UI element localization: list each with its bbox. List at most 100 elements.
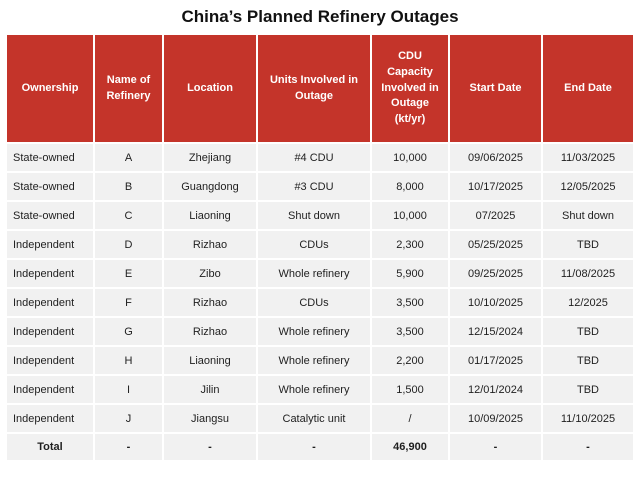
page-title: China’s Planned Refinery Outages [181,7,459,26]
table-cell: C [95,202,162,229]
table-cell: Rizhao [164,289,256,316]
table-row: Independent E Zibo Whole refinery 5,900 09/25… [7,260,633,287]
table-cell: Independent [7,260,93,287]
table-cell: 3,500 [372,318,448,345]
table-row: State-owned C Liaoning Shut down 10,000 07/20… [7,202,633,229]
table-cell: 09/25/2025 [450,260,541,287]
table-cell: 2,200 [372,347,448,374]
table-cell: Independent [7,376,93,403]
table-row: Independent F Rizhao CDUs 3,500 10/10/2025 12/… [7,289,633,316]
table-cell: State-owned [7,144,93,171]
table-total-cell: - [450,434,541,460]
column-header: Units Involved in Outage [258,35,370,142]
column-header: Start Date [450,35,541,142]
table-cell: CDUs [258,289,370,316]
column-header: End Date [543,35,633,142]
table-cell: 12/15/2024 [450,318,541,345]
table-cell: 11/10/2025 [543,405,633,432]
table-cell: CDUs [258,231,370,258]
refinery-outages-table: Ownership Name of Refinery Location Units I… [5,33,635,462]
table-total-row: Total - - -46,900- - [7,434,633,460]
table-total-cell: - [258,434,370,460]
table-row: Independent H Liaoning Whole refinery 2,200 0… [7,347,633,374]
table-cell: Independent [7,405,93,432]
table-cell: H [95,347,162,374]
table-cell: 09/06/2025 [450,144,541,171]
table-cell: Rizhao [164,231,256,258]
table-cell: Independent [7,318,93,345]
table-cell: Guangdong [164,173,256,200]
table-cell: 12/01/2024 [450,376,541,403]
table-cell: F [95,289,162,316]
table-cell: Jilin [164,376,256,403]
table-cell: Jiangsu [164,405,256,432]
table-row: Independent J Jiangsu Catalytic unit/10/09/… [7,405,633,432]
table-total-cell: 46,900 [372,434,448,460]
table-cell: D [95,231,162,258]
table-cell: 10/17/2025 [450,173,541,200]
table-row: Independent D Rizhao CDUs 2,300 05/25/2025 TBD [7,231,633,258]
table-cell: Shut down [543,202,633,229]
table-cell: I [95,376,162,403]
table-cell: State-owned [7,202,93,229]
table-cell: 12/2025 [543,289,633,316]
table-total-cell: - [95,434,162,460]
column-header: Ownership [7,35,93,142]
table-cell: B [95,173,162,200]
table-total-cell: - [543,434,633,460]
table-cell: TBD [543,376,633,403]
table-cell: A [95,144,162,171]
table-cell: Zhejiang [164,144,256,171]
table-cell: TBD [543,347,633,374]
column-header: CDU Capacity Involved in Outage (kt/yr) [372,35,448,142]
column-header: Name of Refinery [95,35,162,142]
table-cell: 10,000 [372,202,448,229]
table-cell: / [372,405,448,432]
table-cell: 11/08/2025 [543,260,633,287]
table-row: State-owned B Guangdong #3 CDU 8,000 10/17/20… [7,173,633,200]
table-cell: 10,000 [372,144,448,171]
table-cell: TBD [543,318,633,345]
table-total-cell: - [164,434,256,460]
table-cell: #4 CDU [258,144,370,171]
table-cell: Whole refinery [258,347,370,374]
table-cell: 1,500 [372,376,448,403]
table-cell: 8,000 [372,173,448,200]
table-cell: Catalytic unit [258,405,370,432]
table-cell: Independent [7,289,93,316]
table-cell: Shut down [258,202,370,229]
column-header: Location [164,35,256,142]
table-cell: Whole refinery [258,318,370,345]
table-cell: 05/25/2025 [450,231,541,258]
table-cell: 01/17/2025 [450,347,541,374]
table-cell: J [95,405,162,432]
table-cell: Liaoning [164,202,256,229]
table-cell: Independent [7,347,93,374]
table-cell: TBD [543,231,633,258]
table-cell: G [95,318,162,345]
table-cell: 10/09/2025 [450,405,541,432]
table-cell: E [95,260,162,287]
table-header-row: Ownership Name of Refinery Location Units I… [7,35,633,142]
table-row: State-owned A Zhejiang #4 CDU 10,000 09/06/20… [7,144,633,171]
table-row: Independent G Rizhao Whole refinery 3,500 12/… [7,318,633,345]
table-cell: Zibo [164,260,256,287]
table-cell: 2,300 [372,231,448,258]
table-cell: Whole refinery [258,260,370,287]
table-cell: Whole refinery [258,376,370,403]
table-total-cell: Total [7,434,93,460]
table-body: State-owned A Zhejiang #4 CDU 10,000 09/06/20… [7,144,633,460]
table-cell: 11/03/2025 [543,144,633,171]
table-cell: Liaoning [164,347,256,374]
table-cell: 5,900 [372,260,448,287]
table-cell: 07/2025 [450,202,541,229]
table-cell: 12/05/2025 [543,173,633,200]
table-cell: 3,500 [372,289,448,316]
table-cell: 10/10/2025 [450,289,541,316]
table-cell: State-owned [7,173,93,200]
table-cell: Independent [7,231,93,258]
table-row: Independent I Jilin Whole refinery 1,500 12/0… [7,376,633,403]
table-cell: Rizhao [164,318,256,345]
table-cell: #3 CDU [258,173,370,200]
